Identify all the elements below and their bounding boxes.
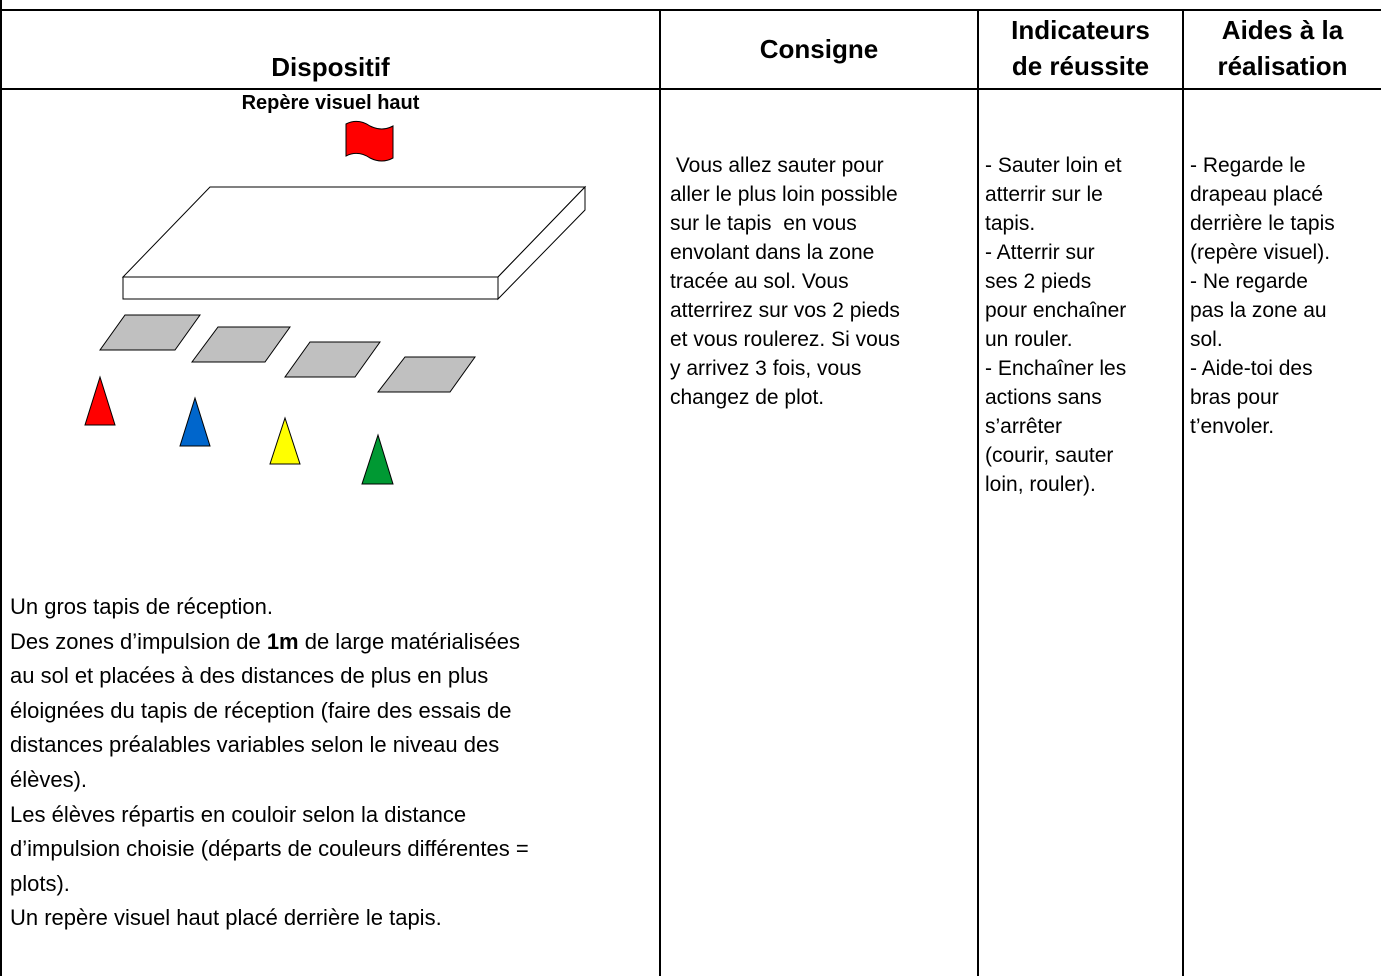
column-border [977,10,979,976]
text-line: Un gros tapis de réception. [10,594,273,619]
text-line: - Sauter loin et [985,154,1122,177]
text-line: Des zones d’impulsion de 1m de large mat… [10,625,529,660]
text-line: sol. [1190,328,1223,351]
zone [284,341,381,378]
text-line: (courir, sauter [985,444,1114,467]
header-line: de réussite [1011,51,1150,81]
zone [191,326,291,363]
text-line: drapeau placé [1190,183,1324,206]
header-cell: Consigne [759,34,879,64]
mat-front [122,276,499,300]
text-line: ses 2 pieds [985,270,1092,293]
text-line: pour enchaîner [985,299,1127,322]
text-line: - Atterrir sur [985,241,1095,264]
flag [345,120,394,162]
text-run: de large matérialisées [298,628,520,654]
text-line: - Enchaîner les [985,357,1127,380]
text-line: distances préalables variables selon le … [10,732,500,758]
text-line: un rouler. [985,328,1073,351]
header-line: Aides à la [1221,15,1344,45]
text-line: d’impulsion choisie (départs de couleurs… [10,836,529,862]
text-line: atterrirez sur vos 2 pieds [670,299,900,322]
text-run: Des zones d’impulsion de [10,628,267,654]
success-indicators: - Sauter loin et atterrir sur le tapis. - A… [985,151,1126,499]
cone [84,375,116,426]
help-list: - Regarde le drapeau placé derrière le tap… [1190,151,1335,441]
text-line: atterrir sur le [985,183,1103,206]
text-line: au sol et placées à des distances de plu… [10,663,489,689]
text-line: Vous allez sauter pour [670,154,884,177]
text-line: tracée au sol. Vous [670,270,849,293]
cone [361,433,394,485]
text-line: changez de plot. [670,386,825,409]
bold-text: 1m [266,628,299,654]
text-line: élèves). [10,766,88,792]
text-line: t’envoler. [1190,415,1275,438]
mat-side [497,185,586,301]
text-line: aller le plus loin possible [670,183,898,206]
text-line: - Regarde le [1190,154,1306,177]
text-line: Les élèves répartis en couloir selon la … [10,801,467,827]
text-line: envolant dans la zone [670,241,875,264]
instructions: Vous allez sauter pour aller le plus loin… [670,151,900,412]
zone [99,314,201,351]
text-line: Un repère visuel haut placé derrière le … [10,905,442,931]
header-cell: Dispositif [271,52,390,82]
diagram [84,120,587,485]
text-line: sur le tapis en vous [670,212,857,235]
column-border [1182,10,1184,976]
header-cell: Indicateurs de réussite [979,12,1182,84]
text-line: pas la zone au [1190,299,1327,322]
text-line: derrière le tapis [1190,212,1335,235]
text-line: plots). [10,870,70,896]
diagram-label: Repère visuel haut [241,92,420,114]
text-line: éloignées du tapis de réception (faire d… [10,697,512,723]
header-cell: Aides à la réalisation [1184,12,1381,84]
cone [179,396,211,447]
header-line: Indicateurs [1011,15,1150,45]
column-border [659,10,661,976]
header-line: réalisation [1217,51,1348,81]
header-border [0,88,1381,90]
text-line: - Ne regarde [1190,270,1308,293]
text-line: loin, rouler). [985,473,1096,496]
text-line: tapis. [985,212,1036,235]
text-line: et vous roulerez. Si vous [670,328,900,351]
zone [376,356,476,393]
cone [269,416,301,465]
text-line: - Aide-toi des [1190,357,1313,380]
text-line: y arrivez 3 fois, vous [670,357,862,380]
text-line: actions sans [985,386,1102,409]
description: Un gros tapis de réception. Des zones d’i… [10,590,529,936]
text-line: s’arrêter [985,415,1063,438]
table-border [0,0,2,976]
text-line: bras pour [1190,386,1279,409]
table-border [0,9,1381,11]
text-line: (repère visuel). [1190,241,1331,264]
